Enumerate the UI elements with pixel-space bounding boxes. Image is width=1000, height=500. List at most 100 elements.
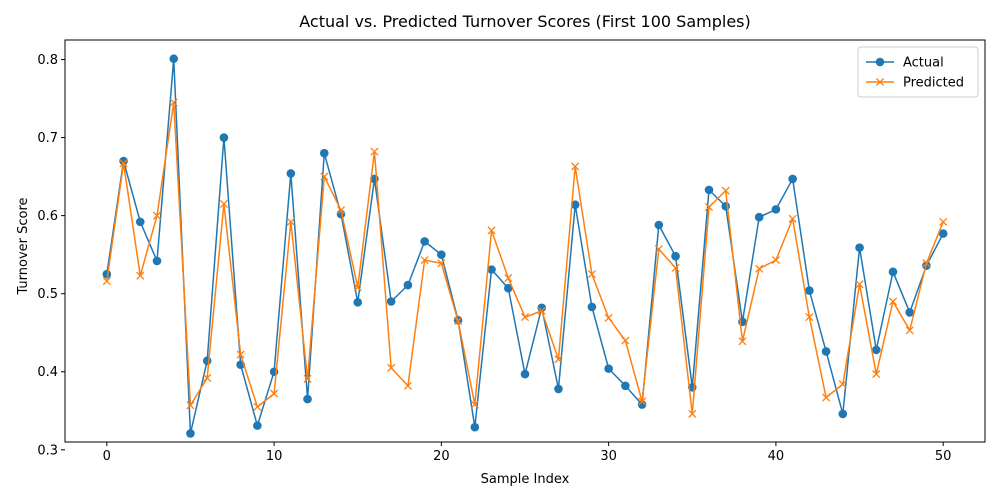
legend: Actual Predicted	[857, 46, 979, 98]
data-point-predicted	[922, 259, 931, 268]
data-point-actual	[604, 364, 613, 373]
data-point-predicted	[420, 256, 429, 265]
legend-label-predicted: Predicted	[903, 76, 964, 91]
data-point-actual	[253, 421, 262, 430]
legend-marker-predicted	[875, 77, 885, 87]
data-point-actual	[654, 220, 664, 230]
data-point-actual	[637, 400, 647, 409]
legend-label-actual: Actual	[903, 56, 944, 71]
x-tick-label: 0	[103, 449, 111, 464]
data-point-actual	[554, 384, 563, 394]
data-point-actual	[319, 148, 329, 158]
data-point-predicted	[771, 256, 780, 265]
data-point-actual	[704, 185, 714, 195]
data-point-predicted	[621, 336, 630, 345]
data-point-predicted	[537, 306, 546, 315]
data-point-actual	[938, 229, 948, 238]
data-point-predicted	[437, 259, 446, 268]
chart-title: Actual vs. Predicted Turnover Scores (Fi…	[299, 12, 751, 31]
x-axis-title: Sample Index	[481, 472, 570, 487]
data-point-predicted	[805, 313, 814, 322]
data-point-actual	[721, 201, 731, 211]
data-point-actual	[286, 169, 296, 178]
data-point-predicted	[152, 211, 162, 220]
data-point-predicted	[688, 409, 697, 418]
data-point-predicted	[704, 202, 714, 212]
data-point-actual	[671, 251, 680, 261]
data-point-predicted	[738, 337, 747, 346]
data-point-predicted	[336, 206, 346, 215]
data-point-predicted	[638, 397, 647, 406]
plot-area	[64, 39, 986, 443]
y-tick-label: 0.7	[37, 131, 58, 146]
data-point-predicted	[939, 217, 948, 226]
data-point-predicted	[236, 350, 245, 359]
y-axis-title: Turnover Score	[16, 197, 31, 295]
data-point-actual	[838, 409, 848, 419]
y-tick-label: 0.4	[37, 365, 58, 380]
x-tick-label: 20	[433, 449, 450, 464]
data-point-actual	[487, 265, 496, 274]
data-point-actual	[135, 217, 145, 227]
data-point-predicted	[353, 283, 362, 292]
data-point-predicted	[119, 159, 128, 168]
data-point-predicted	[838, 380, 847, 389]
data-point-predicted	[520, 313, 530, 322]
data-point-predicted	[487, 226, 496, 235]
data-point-actual	[587, 302, 597, 312]
data-point-predicted	[587, 270, 596, 279]
data-point-actual	[119, 156, 128, 166]
data-point-predicted	[186, 401, 195, 410]
data-point-predicted	[470, 400, 479, 409]
data-point-predicted	[571, 162, 580, 171]
data-point-predicted	[320, 172, 329, 181]
y-tick-label: 0.8	[37, 53, 58, 68]
x-tick-label: 30	[600, 449, 617, 464]
data-point-predicted	[102, 277, 111, 286]
data-point-predicted	[504, 274, 513, 283]
data-point-actual	[905, 308, 915, 317]
y-tick-label: 0.3	[37, 443, 58, 458]
data-point-actual	[437, 250, 446, 259]
x-tick-label: 10	[266, 449, 283, 464]
data-point-predicted	[403, 381, 412, 390]
data-point-predicted	[888, 297, 898, 306]
data-point-actual	[888, 267, 898, 277]
data-point-predicted	[219, 199, 228, 208]
data-point-actual	[754, 212, 764, 222]
x-tick-label: 40	[768, 449, 785, 464]
data-point-predicted	[721, 186, 730, 195]
series-predicted	[102, 98, 948, 418]
data-point-predicted	[872, 370, 881, 379]
data-point-predicted	[788, 214, 797, 223]
data-point-actual	[520, 369, 530, 379]
data-point-actual	[821, 347, 831, 356]
y-axis: 0.3 0.4 0.5 0.6 0.7 0.8	[37, 53, 65, 458]
data-point-actual	[805, 286, 814, 295]
data-point-actual	[219, 133, 229, 142]
data-point-actual	[386, 297, 396, 306]
data-point-predicted	[554, 355, 563, 364]
data-point-predicted	[286, 217, 295, 226]
x-axis: 0 10 20 30 40 50	[103, 442, 951, 464]
legend-marker-actual	[875, 57, 885, 67]
data-point-actual	[186, 429, 195, 438]
data-point-predicted	[370, 147, 379, 156]
series-layer	[102, 54, 948, 438]
data-point-actual	[788, 174, 797, 184]
data-point-predicted	[387, 363, 396, 372]
data-point-actual	[621, 381, 630, 391]
data-point-predicted	[855, 280, 864, 289]
data-point-predicted	[905, 326, 914, 335]
data-point-actual	[152, 256, 162, 266]
data-point-predicted	[203, 373, 212, 383]
y-tick-label: 0.6	[37, 209, 58, 224]
data-point-actual	[771, 205, 781, 214]
data-point-actual	[855, 243, 864, 252]
data-point-actual	[169, 54, 179, 64]
data-point-actual	[470, 422, 480, 432]
plot-frame	[64, 39, 986, 443]
data-point-actual	[303, 394, 312, 404]
data-point-actual	[537, 303, 547, 313]
